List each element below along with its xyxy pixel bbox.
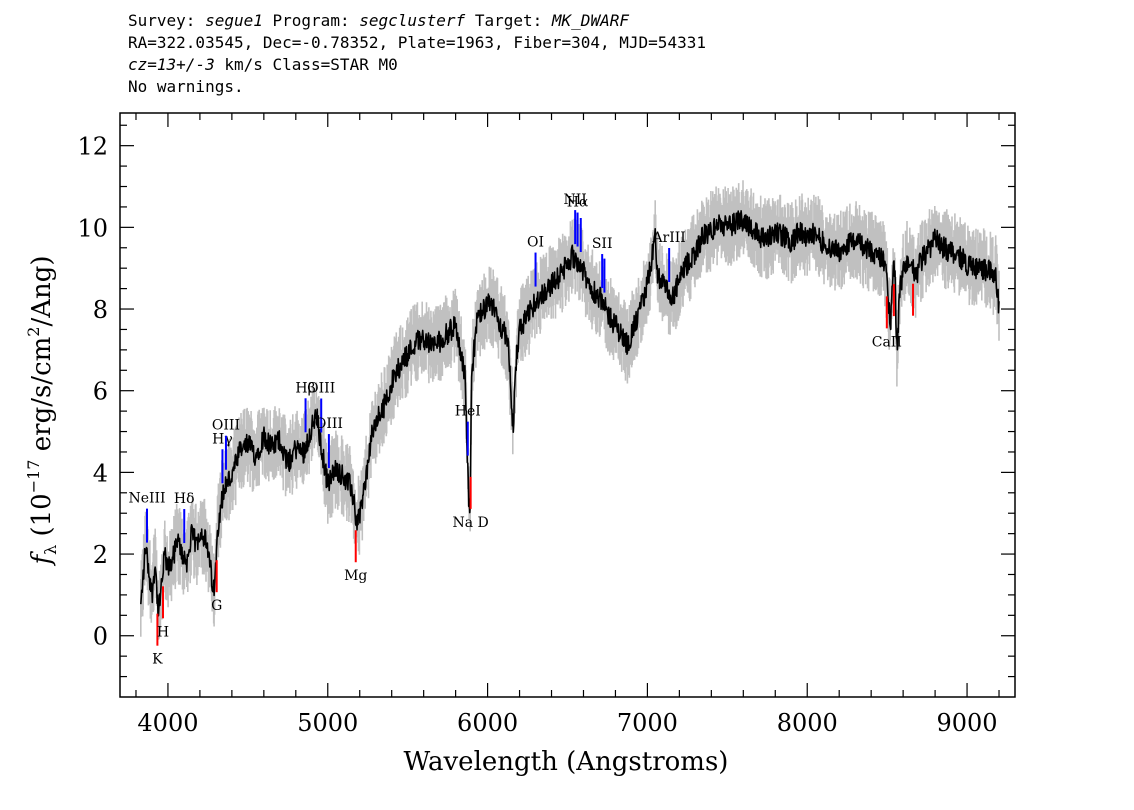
x-axis-label: Wavelength (Angstroms) bbox=[404, 747, 729, 777]
spectrum-header: Survey: segue1 Program: segclusterf Targ… bbox=[128, 10, 1028, 98]
survey-value: segue1 bbox=[205, 11, 263, 30]
x-tick-label: 9000 bbox=[937, 709, 998, 737]
x-tick-label: 7000 bbox=[617, 709, 678, 737]
y-axis-label-pre: (10 bbox=[27, 493, 57, 545]
x-tick-label: 5000 bbox=[297, 709, 358, 737]
y-axis-label-sub: λ bbox=[41, 545, 60, 555]
line-label: NeIII bbox=[128, 491, 165, 507]
header-line-coords: RA=322.03545, Dec=-0.78352, Plate=1963, … bbox=[128, 33, 706, 52]
axes-frame bbox=[119, 112, 1016, 698]
line-label: H bbox=[157, 624, 169, 640]
y-tick-label: 0 bbox=[93, 623, 108, 651]
program-label: Program: bbox=[272, 11, 350, 30]
header-line-redshift: cz=13+/-3 km/s Class=STAR M0 bbox=[128, 54, 1028, 76]
flux-series-line bbox=[140, 210, 1000, 617]
y-tick-label: 8 bbox=[93, 296, 108, 324]
survey-label: Survey: bbox=[128, 11, 196, 30]
header-line-warnings: No warnings. bbox=[128, 77, 244, 96]
line-label: Na D bbox=[453, 515, 489, 531]
line-label: Hα bbox=[567, 195, 589, 211]
program-value: segclusterf bbox=[359, 11, 466, 30]
target-label: Target: bbox=[474, 11, 543, 30]
y-tick-label: 10 bbox=[77, 214, 108, 242]
line-label: OIII bbox=[315, 416, 343, 432]
line-label: OIII bbox=[307, 380, 335, 396]
header-line-survey: Survey: segue1 Program: segclusterf Targ… bbox=[128, 10, 1028, 32]
y-axis-label: fλ (10−17 erg/s/cm2/Ang) bbox=[24, 255, 60, 566]
class-text: km/s Class=STAR M0 bbox=[214, 55, 398, 74]
line-label: CaII bbox=[872, 334, 902, 350]
line-label: Mg bbox=[344, 568, 367, 584]
cz-value: 13+/-3 bbox=[156, 55, 215, 74]
line-label: Hβ bbox=[295, 380, 315, 396]
line-label: SII bbox=[592, 236, 613, 252]
plot-border bbox=[119, 112, 1016, 698]
x-tick-label: 4000 bbox=[137, 709, 198, 737]
y-tick-label: 6 bbox=[93, 378, 108, 406]
y-tick-label: 4 bbox=[93, 459, 108, 487]
target-value: MK_DWARF bbox=[551, 11, 629, 30]
line-label: OI bbox=[527, 235, 544, 251]
line-label: HeI bbox=[455, 404, 481, 420]
y-axis-label-post: /Ang) bbox=[27, 255, 57, 326]
y-tick-label: 2 bbox=[93, 541, 108, 569]
line-label: ArIII bbox=[651, 230, 685, 246]
line-label: K bbox=[152, 652, 163, 668]
line-label: Hγ bbox=[212, 431, 233, 447]
line-label: G bbox=[211, 598, 222, 614]
y-axis-label-exp2: 2 bbox=[24, 327, 43, 337]
line-label: Hδ bbox=[174, 491, 195, 507]
y-tick-label: 12 bbox=[77, 133, 108, 161]
x-tick-label: 6000 bbox=[457, 709, 518, 737]
line-label: NII bbox=[564, 192, 587, 208]
y-axis-label-exp1: −17 bbox=[24, 460, 43, 494]
cz-label: cz= bbox=[128, 55, 157, 74]
plot-area bbox=[140, 180, 1000, 640]
x-tick-label: 8000 bbox=[777, 709, 838, 737]
line-label: OIII bbox=[212, 418, 240, 434]
axis-ticks: 4000 5000 6000 7000 8000 9000 0 2 4 6 8 10 12 bbox=[77, 113, 1015, 737]
y-axis-label-mid: erg/s/cm bbox=[27, 337, 57, 460]
